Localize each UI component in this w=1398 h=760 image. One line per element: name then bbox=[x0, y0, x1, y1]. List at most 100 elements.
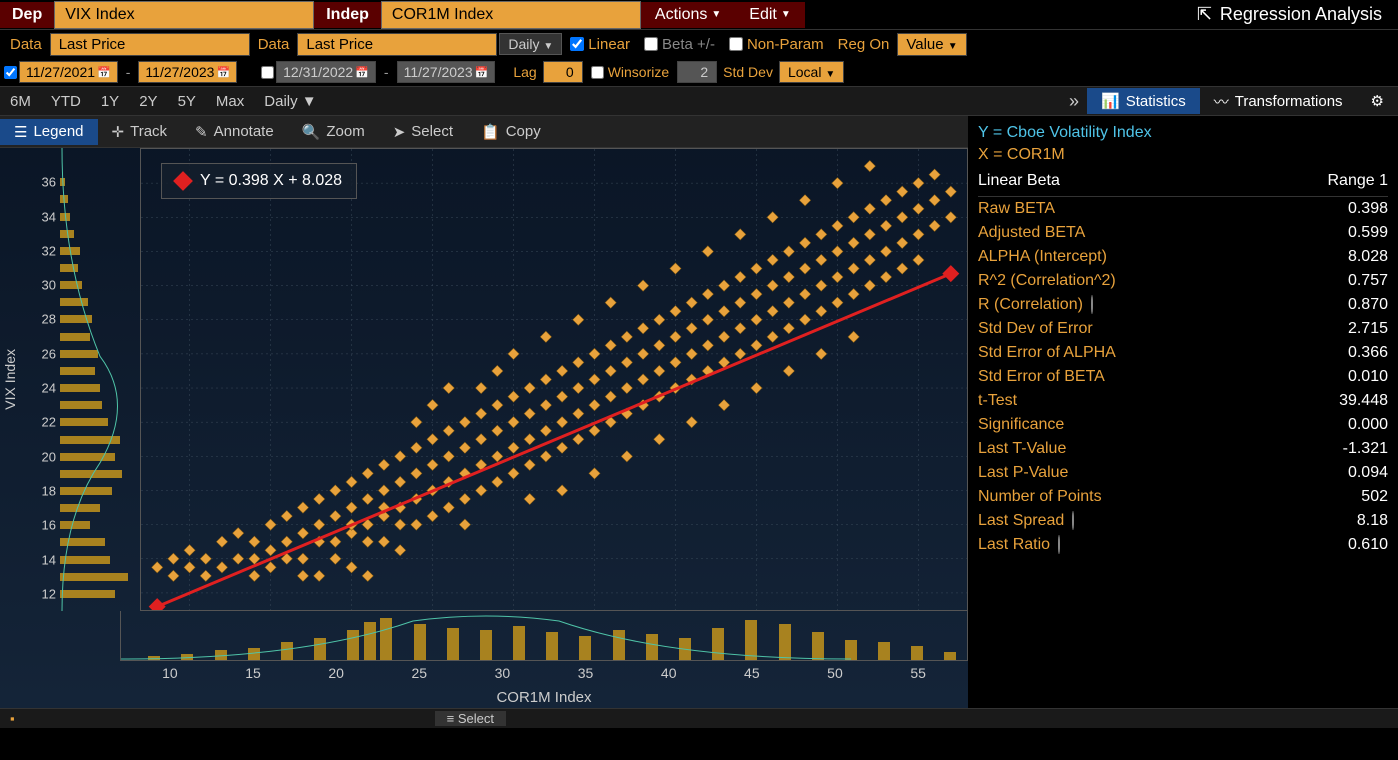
pencil-icon: ✎ bbox=[195, 123, 208, 141]
x-axis-label: COR1M Index bbox=[120, 687, 968, 708]
list-icon: ☰ bbox=[14, 123, 27, 141]
winsorize-field[interactable]: 2 bbox=[677, 61, 717, 83]
stat-row: Std Error of BETA0.010 bbox=[978, 365, 1388, 389]
clipboard-icon: 📋 bbox=[481, 123, 500, 141]
stat-row: Significance0.000 bbox=[978, 413, 1388, 437]
range-1y[interactable]: 1Y bbox=[91, 89, 129, 114]
diamond-icon bbox=[173, 171, 193, 191]
range1-checkbox[interactable] bbox=[4, 66, 17, 79]
dep-field[interactable]: VIX Index bbox=[54, 1, 314, 29]
actions-button[interactable]: Actions▼ bbox=[641, 2, 735, 28]
range-5y[interactable]: 5Y bbox=[168, 89, 206, 114]
search-icon: 🔍 bbox=[302, 123, 321, 141]
data1-label: Data bbox=[4, 36, 48, 53]
y-axis-label: VIX Index bbox=[0, 343, 20, 416]
zoom-button[interactable]: 🔍Zoom bbox=[288, 119, 379, 145]
y-histogram bbox=[60, 148, 140, 611]
copy-button[interactable]: 📋Copy bbox=[467, 119, 555, 145]
date2-from[interactable]: 12/31/2022📅 bbox=[276, 61, 376, 83]
stat-row: Last Ratio0.610 bbox=[978, 533, 1388, 557]
info-dot-icon[interactable] bbox=[1072, 511, 1074, 530]
linear-checkbox[interactable]: Linear bbox=[564, 36, 636, 53]
chart-icon: 📊 bbox=[1101, 92, 1120, 110]
range-max[interactable]: Max bbox=[206, 89, 254, 114]
lag-field[interactable]: 0 bbox=[543, 61, 583, 83]
x-axis: 10152025303540455055 bbox=[120, 661, 968, 687]
stats-y-label: Y = Cboe Volatility Index bbox=[978, 122, 1388, 144]
y-axis: 12141618202224262830323436 bbox=[20, 148, 60, 611]
stat-row: Number of Points502 bbox=[978, 485, 1388, 509]
x-histogram bbox=[120, 611, 968, 661]
stats-x-label: X = COR1M bbox=[978, 144, 1388, 166]
select-button[interactable]: ➤Select bbox=[379, 119, 467, 145]
footer-select[interactable]: ≡ Select bbox=[435, 711, 506, 726]
scatter-plot[interactable]: Y = 0.398 X + 8.028 bbox=[140, 148, 968, 611]
annotate-button[interactable]: ✎Annotate bbox=[181, 119, 288, 145]
track-button[interactable]: ✛Track bbox=[98, 119, 182, 145]
stat-row: Last T-Value-1.321 bbox=[978, 437, 1388, 461]
stat-row: ALPHA (Intercept)8.028 bbox=[978, 245, 1388, 269]
range-2y[interactable]: 2Y bbox=[129, 89, 167, 114]
tab-transformations[interactable]: 〰Transformations bbox=[1200, 87, 1357, 116]
data2-label: Data bbox=[252, 36, 296, 53]
date-config-row: 11/27/2021📅 - 11/27/2023📅 12/31/2022📅 - … bbox=[0, 58, 1398, 86]
stat-row: Std Error of ALPHA0.366 bbox=[978, 341, 1388, 365]
stat-row: Adjusted BETA0.599 bbox=[978, 221, 1388, 245]
lag-label: Lag bbox=[509, 64, 540, 80]
external-link-icon: ⇱ bbox=[1197, 4, 1212, 25]
regon-label: Reg On bbox=[832, 36, 896, 53]
chevron-down-icon: ▼ bbox=[711, 9, 721, 20]
frequency-select[interactable]: Daily ▼ bbox=[499, 33, 562, 55]
info-dot-icon[interactable] bbox=[1091, 295, 1093, 314]
edit-button[interactable]: Edit▼ bbox=[735, 2, 804, 28]
stat-row: R^2 (Correlation^2)0.757 bbox=[978, 269, 1388, 293]
info-dot-icon[interactable] bbox=[1058, 535, 1060, 554]
calendar-icon: 📅 bbox=[475, 66, 489, 79]
range2-checkbox[interactable] bbox=[261, 66, 274, 79]
stddev-label: Std Dev bbox=[719, 64, 777, 80]
main-content: ☰Legend ✛Track ✎Annotate 🔍Zoom ➤Select 📋… bbox=[0, 116, 1398, 708]
page-title: ⇱ Regression Analysis bbox=[1181, 4, 1398, 25]
wave-icon: 〰 bbox=[1214, 91, 1229, 112]
date2-to[interactable]: 11/27/2023📅 bbox=[397, 61, 496, 83]
header-bar: Dep VIX Index Indep COR1M Index Actions▼… bbox=[0, 0, 1398, 30]
data2-field[interactable]: Last Price bbox=[297, 33, 497, 56]
winsorize-checkbox[interactable]: Winsorize bbox=[585, 64, 675, 80]
cursor-icon: ➤ bbox=[393, 123, 406, 141]
data-config-row: Data Last Price Data Last Price Daily ▼ … bbox=[0, 30, 1398, 58]
calendar-icon: 📅 bbox=[97, 66, 111, 79]
calendar-icon: 📅 bbox=[355, 66, 369, 79]
gear-icon: ⚙ bbox=[1371, 92, 1384, 110]
date1-to[interactable]: 11/27/2023📅 bbox=[138, 61, 237, 83]
range-6m[interactable]: 6M bbox=[0, 89, 41, 114]
stat-row: Last Spread8.18 bbox=[978, 509, 1388, 533]
stddev-select[interactable]: Local ▼ bbox=[779, 61, 844, 83]
dep-label: Dep bbox=[0, 2, 54, 28]
stat-row: Last P-Value0.094 bbox=[978, 461, 1388, 485]
beta-checkbox[interactable]: Beta +/- bbox=[638, 36, 721, 53]
legend-button[interactable]: ☰Legend bbox=[0, 119, 98, 145]
chevron-down-icon: ▼ bbox=[781, 9, 791, 20]
chevron-right-icon[interactable]: » bbox=[1061, 91, 1087, 112]
chart-area: ☰Legend ✛Track ✎Annotate 🔍Zoom ➤Select 📋… bbox=[0, 116, 968, 708]
indep-label: Indep bbox=[314, 2, 381, 28]
chart-toolbar: ☰Legend ✛Track ✎Annotate 🔍Zoom ➤Select 📋… bbox=[0, 116, 968, 148]
footer-bar: ▪ ≡ Select bbox=[0, 708, 1398, 728]
tab-statistics[interactable]: 📊Statistics bbox=[1087, 88, 1200, 114]
footer-icon: ▪ bbox=[10, 711, 15, 726]
range-tabbar: 6MYTD1Y2Y5YMax Daily ▼ » 📊Statistics 〰Tr… bbox=[0, 86, 1398, 116]
data1-field[interactable]: Last Price bbox=[50, 33, 250, 56]
indep-field[interactable]: COR1M Index bbox=[381, 1, 641, 29]
daily-select[interactable]: Daily ▼ bbox=[254, 89, 326, 114]
stat-row: R (Correlation)0.870 bbox=[978, 293, 1388, 317]
stat-row: Raw BETA0.398 bbox=[978, 197, 1388, 221]
nonparam-checkbox[interactable]: Non-Param bbox=[723, 36, 830, 53]
date1-from[interactable]: 11/27/2021📅 bbox=[19, 61, 118, 83]
regon-field[interactable]: Value ▼ bbox=[897, 33, 966, 56]
equation-box: Y = 0.398 X + 8.028 bbox=[161, 163, 357, 199]
stats-header: Linear Beta Range 1 bbox=[978, 166, 1388, 197]
range-ytd[interactable]: YTD bbox=[41, 89, 91, 114]
crosshair-icon: ✛ bbox=[112, 123, 125, 141]
settings-button[interactable]: ⚙ bbox=[1357, 88, 1398, 114]
statistics-panel: Y = Cboe Volatility Index X = COR1M Line… bbox=[968, 116, 1398, 708]
